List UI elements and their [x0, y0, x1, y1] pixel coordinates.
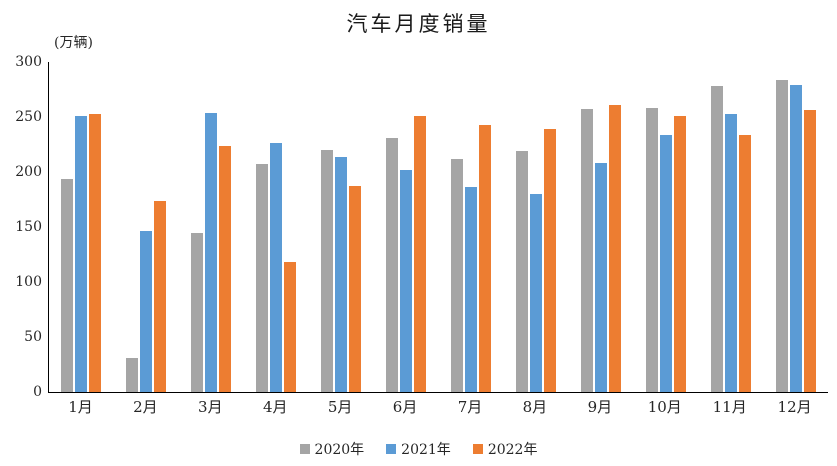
bar-group-7月 — [439, 62, 504, 392]
bar-2022年-4月 — [284, 262, 297, 392]
x-tick-label: 2月 — [133, 398, 158, 416]
x-tick-label: 6月 — [392, 398, 418, 416]
legend-swatch-icon — [472, 444, 483, 454]
bar-2021年-4月 — [270, 143, 283, 392]
bar-2022年-2月 — [154, 200, 167, 392]
bar-2022年-7月 — [478, 124, 491, 392]
bar-2021年-12月 — [789, 85, 802, 392]
y-tick-label: 300 — [15, 54, 42, 70]
bar-group-12月 — [763, 62, 828, 392]
bar-2022年-1月 — [89, 113, 102, 392]
bar-group-3月 — [179, 62, 244, 392]
y-tick-label: 50 — [24, 329, 42, 345]
bar-2020年-11月 — [710, 86, 723, 392]
bar-group-9月 — [568, 62, 633, 392]
x-tick-label: 9月 — [587, 398, 613, 416]
chart-title: 汽车月度销量 — [346, 12, 491, 36]
y-axis-unit-label: (万辆) — [54, 35, 93, 51]
bar-2022年-10月 — [673, 115, 686, 392]
y-tick-label: 250 — [15, 109, 42, 125]
legend-item-2022年: 2022年 — [472, 439, 538, 459]
bar-2022年-9月 — [608, 104, 621, 392]
bar-2020年-5月 — [321, 150, 334, 392]
bar-2021年-8月 — [529, 194, 542, 392]
legend-item-2020年: 2020年 — [299, 439, 365, 459]
bar-2022年-12月 — [803, 110, 816, 392]
bar-2022年-6月 — [414, 115, 427, 392]
bar-2021年-1月 — [75, 115, 88, 392]
bar-2021年-11月 — [724, 113, 737, 392]
bar-2021年-2月 — [140, 231, 153, 392]
x-tick-label: 5月 — [327, 398, 353, 416]
bar-2020年-9月 — [580, 109, 593, 392]
bar-group-2月 — [114, 62, 179, 392]
x-tick-label: 12月 — [777, 398, 812, 416]
bar-group-5月 — [309, 62, 374, 392]
legend-swatch-icon — [299, 444, 310, 454]
bar-2022年-3月 — [219, 145, 232, 392]
bar-2020年-10月 — [645, 108, 658, 392]
legend-label: 2021年 — [401, 442, 451, 458]
bar-2020年-3月 — [191, 232, 204, 392]
x-tick-label: 1月 — [68, 398, 93, 416]
x-tick-label: 3月 — [198, 398, 223, 416]
bar-2021年-5月 — [335, 156, 348, 392]
bar-2021年-7月 — [464, 187, 477, 392]
bar-group-11月 — [698, 62, 763, 392]
bar-2021年-10月 — [659, 134, 672, 392]
bar-2020年-1月 — [61, 178, 74, 392]
bar-2020年-4月 — [256, 164, 269, 392]
bar-2020年-8月 — [515, 151, 528, 392]
plot-area — [48, 62, 828, 393]
bar-2021年-6月 — [400, 169, 413, 392]
y-tick-label: 150 — [15, 219, 42, 235]
bar-2022年-5月 — [349, 186, 362, 392]
x-tick-label: 4月 — [262, 398, 288, 416]
legend-item-2021年: 2021年 — [386, 439, 451, 459]
bar-2022年-8月 — [543, 129, 556, 392]
bar-2022年-11月 — [738, 134, 751, 392]
y-axis-ticks: 0 50 100 150 200 250 300 — [0, 55, 42, 399]
legend: 2020年 2021年 2022年 — [0, 439, 837, 459]
bar-2020年-12月 — [775, 79, 788, 392]
y-tick-label: 100 — [15, 274, 42, 290]
y-tick-label: 0 — [33, 384, 42, 400]
bar-group-10月 — [633, 62, 698, 392]
legend-label: 2022年 — [487, 442, 538, 458]
x-tick-label: 8月 — [522, 398, 548, 416]
x-tick-label: 11月 — [712, 398, 747, 416]
bar-group-4月 — [244, 62, 309, 392]
bar-2021年-9月 — [594, 163, 607, 392]
bar-group-8月 — [503, 62, 568, 392]
x-axis-labels: 1月 2月 3月 4月 5月 6月 7月 8月 9月 10月 11月 12月 — [48, 400, 827, 415]
legend-label: 2020年 — [314, 442, 365, 458]
bar-2021年-3月 — [205, 112, 218, 392]
y-tick-label: 200 — [15, 164, 42, 180]
bar-group-1月 — [49, 62, 114, 392]
bar-2020年-7月 — [450, 158, 463, 392]
x-tick-label: 7月 — [457, 398, 483, 416]
bar-group-6月 — [374, 62, 439, 392]
legend-swatch-icon — [386, 444, 397, 454]
bar-2020年-6月 — [386, 137, 399, 392]
bar-2020年-2月 — [126, 357, 139, 392]
x-tick-label: 10月 — [647, 398, 682, 416]
